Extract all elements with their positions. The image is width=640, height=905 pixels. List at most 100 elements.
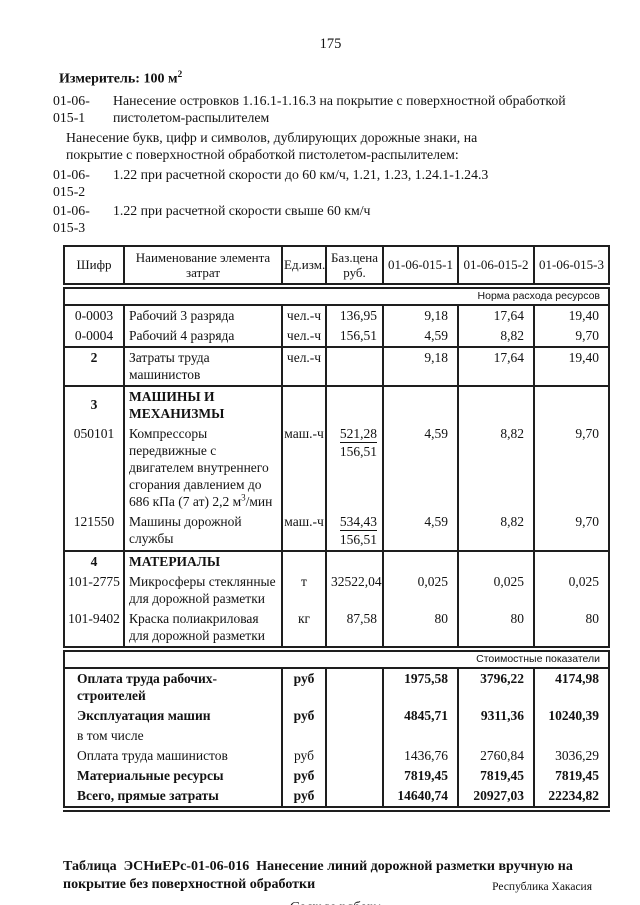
cell-unit [281,384,326,424]
col-header-unit: Ед.изм. [281,245,326,289]
measure-line: Измеритель: 100 м2 [59,70,608,88]
cell-value-1: 1975,58 [382,666,458,706]
table-row: 101-2775 Микросферы стеклянные для дорож… [64,571,609,609]
cell-code: 0-0004 [74,327,114,343]
measure-superscript: 2 [177,70,183,80]
band-resources-row: Норма расхода ресурсов [64,285,609,306]
cell-name: Микросферы стеклянные для дорожной разме… [123,571,282,609]
cell-unit: руб [281,666,326,706]
cell-name: Рабочий 4 разряда [123,325,282,347]
price-denominator: 156,51 [339,443,377,459]
table-row: 0-0003 Рабочий 3 разряда чел.-ч 136,95 9… [64,303,609,326]
cell-value-3: 80 [533,608,609,649]
cell-value-2: 80 [457,608,534,649]
cell-name: Краска полиакриловая для дорожной размет… [123,608,282,649]
cell-value-2: 9311,36 [457,705,534,726]
cell-value-3: 22234,82 [533,785,609,809]
cell-name: Компрессоры передвижные с двигателем вну… [123,423,282,512]
norm-item-code: 01-06-015-1 [53,92,90,125]
price-denominator: 156,51 [339,531,377,547]
norm-item-text: 1.22 при расчетной скорости до 60 км/ч, … [113,166,489,182]
table-row: 2 Затраты труда машинистов чел.-ч 9,18 1… [64,345,609,386]
band-costs-label: Стоимостные показатели [64,645,609,669]
cell-value-1: 4,59 [382,325,458,347]
cell-value-2: 17,64 [457,303,534,326]
cell-name-superscript: 3 [241,492,246,503]
cell-unit: чел.-ч [281,303,326,326]
col-header-norm-3: 01-06-015-3 [533,245,609,289]
col-header-price: Баз.цена руб. [325,245,383,289]
norm-group-paragraph: Нанесение букв, цифр и символов, дублиру… [66,129,478,162]
cell-name: Машины дорожной службы [123,511,282,551]
table-row: 101-9402 Краска полиакриловая для дорожн… [64,608,609,649]
cell-value-2 [457,549,534,572]
cell-code: 050101 [73,425,115,441]
section-title: МАШИНЫ И МЕХАНИЗМЫ [123,384,282,424]
region-footer: Республика Хакасия [492,881,592,893]
cell-value-3 [533,384,609,424]
cell-price: 87,58 [325,608,383,649]
cell-value-1: 1436,76 [382,745,458,766]
cell-price [325,384,383,424]
cell-name: Затраты труда машинистов [123,345,282,386]
cell-code: 121550 [73,513,115,529]
cost-label: Материальные ресурсы [77,767,224,783]
cell-price: 32522,04 [325,571,383,609]
cost-row: Эксплуатация машин руб 4845,71 9311,36 1… [64,705,609,726]
cell-value-3: 9,70 [533,423,609,512]
price-numerator: 534,43 [339,513,377,531]
band-resources-label: Норма расхода ресурсов [64,285,609,306]
cell-value-2: 3796,22 [457,666,534,706]
cell-price [325,666,383,706]
cell-code: 101-9402 [68,610,120,626]
cell-value-1: 4,59 [382,511,458,551]
cell-code: 2 [64,345,124,386]
cell-price-fraction: 521,28 156,51 [325,423,383,512]
measure-value: 100 м [143,71,178,87]
cell-value-2 [457,384,534,424]
cell-unit: маш.-ч [281,423,326,512]
cell-value-1 [382,549,458,572]
cell-value-3: 7819,45 [533,765,609,786]
col-header-name: Наименование элемента затрат [123,245,282,289]
norm-item-text: Нанесение островков 1.16.1-1.16.3 на пок… [113,92,566,125]
cell-code: 0-0003 [64,303,124,326]
cell-unit: маш.-ч [281,511,326,551]
col-header-norm-2: 01-06-015-2 [457,245,534,289]
cell-price [325,765,383,786]
cell-value-2: 8,82 [457,325,534,347]
cell-value-3 [533,725,609,746]
table-row: 121550 Машины дорожной службы маш.-ч 534… [64,511,609,551]
cell-value-2 [457,725,534,746]
cell-value-1: 9,18 [382,345,458,386]
norm-item-2: 01-06-015-2 1.22 при расчетной скорости … [53,166,608,200]
cell-price [325,725,383,746]
cell-value-3: 0,025 [533,571,609,609]
cell-code: 3 [64,384,124,424]
norm-item-3: 01-06-015-3 1.22 при расчетной скорости … [53,202,608,236]
table-row: 050101 Компрессоры передвижные с двигате… [64,423,609,512]
cell-unit: т [281,571,326,609]
cost-label: Оплата труда машинистов [77,747,228,763]
col-header-norm-1: 01-06-015-1 [382,245,458,289]
cell-value-2: 17,64 [457,345,534,386]
measure-label: Измеритель: [59,71,140,87]
cell-value-1: 0,025 [382,571,458,609]
cost-label: Всего, прямые затраты [77,787,219,803]
table-header-row: Шифр Наименование элемента затрат Ед.изм… [64,245,609,289]
section-header-row: 3 МАШИНЫ И МЕХАНИЗМЫ [64,384,609,424]
cell-price [325,705,383,726]
cell-value-3: 9,70 [533,325,609,347]
works-composition-heading: Состав работ: [63,900,608,905]
cell-value-1: 4,59 [382,423,458,512]
price-numerator: 521,28 [339,425,377,443]
cell-value-1: 9,18 [382,303,458,326]
cost-row: Оплата труда рабочих-строителей руб 1975… [64,666,609,706]
cell-unit: руб [281,765,326,786]
cell-price: 156,51 [325,325,383,347]
cost-label: Эксплуатация машин [77,707,211,723]
cell-value-2: 8,82 [457,423,534,512]
cell-value-2: 2760,84 [457,745,534,766]
cost-row: Оплата труда машинистов руб 1436,76 2760… [64,745,609,766]
